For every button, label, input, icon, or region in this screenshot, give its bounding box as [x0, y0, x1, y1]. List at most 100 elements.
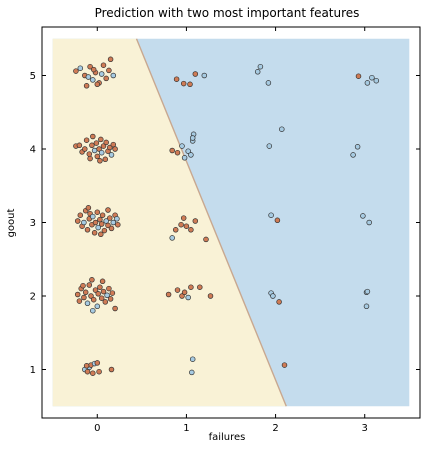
data-point-class-a: [112, 305, 118, 312]
data-point-class-b: [98, 149, 105, 156]
data-point-class-b: [279, 126, 285, 132]
data-point-class-b: [84, 300, 91, 307]
data-point-class-a: [188, 284, 194, 290]
x-axis-label: failures: [209, 432, 246, 443]
data-point-class-a: [80, 282, 86, 289]
decision-boundary-line: [135, 38, 287, 407]
data-point-class-a: [98, 221, 105, 227]
data-point-class-a: [98, 231, 104, 238]
data-point-class-a: [86, 282, 93, 288]
data-point-class-a: [74, 291, 81, 298]
data-point-class-b: [364, 288, 371, 295]
data-point-class-b: [189, 356, 196, 362]
data-point-class-a: [108, 366, 115, 373]
data-point-class-a: [98, 295, 105, 301]
data-point-class-b: [373, 77, 380, 84]
data-point-class-a: [74, 218, 81, 224]
data-point-class-a: [183, 223, 190, 229]
data-point-class-b: [91, 147, 98, 154]
data-point-class-a: [86, 151, 93, 157]
data-point-class-b: [95, 224, 101, 231]
data-point-class-a: [180, 215, 187, 221]
data-point-class-a: [92, 219, 99, 226]
data-point-class-b: [98, 71, 105, 77]
data-point-class-a: [106, 67, 112, 74]
data-point-class-a: [203, 236, 209, 243]
data-point-class-a: [96, 368, 102, 375]
data-point-class-b: [181, 155, 188, 161]
data-point-class-b: [354, 144, 361, 150]
data-point-class-a: [174, 149, 181, 156]
data-point-class-a: [100, 288, 107, 295]
data-point-class-a: [180, 80, 187, 87]
y-tick-label: 5: [30, 71, 36, 82]
data-point-class-a: [103, 139, 109, 146]
data-point-class-a: [97, 158, 103, 164]
region-class-a: [52, 38, 287, 407]
data-point-class-a: [96, 146, 102, 152]
data-point-class-b: [254, 69, 261, 75]
data-point-class-a: [100, 143, 107, 149]
data-point-class-a: [109, 290, 116, 296]
data-point-class-a: [81, 294, 87, 301]
data-point-class-a: [99, 212, 106, 218]
data-point-class-a: [82, 146, 88, 152]
data-point-class-a: [105, 207, 111, 213]
data-point-class-b: [185, 148, 191, 154]
data-point-class-b: [94, 303, 101, 310]
data-point-class-b: [350, 152, 356, 158]
data-point-class-b: [257, 63, 264, 70]
data-point-class-b: [114, 216, 120, 222]
data-point-class-a: [90, 296, 97, 303]
data-point-class-a: [197, 284, 203, 290]
data-point-class-a: [73, 68, 79, 74]
data-point-class-a: [181, 289, 188, 296]
y-tick-label: 3: [30, 218, 36, 229]
data-point-class-a: [107, 296, 114, 302]
data-point-class-a: [274, 217, 281, 224]
data-point-class-a: [106, 285, 112, 292]
data-point-class-a: [115, 221, 121, 228]
data-point-class-b: [169, 235, 175, 241]
data-point-class-a: [100, 62, 107, 68]
data-point-class-a: [83, 137, 90, 143]
data-point-class-a: [84, 227, 91, 233]
x-tick-label: 1: [183, 423, 189, 434]
data-point-class-a: [90, 66, 97, 73]
data-point-class-a: [207, 293, 214, 299]
data-point-class-b: [270, 293, 276, 299]
data-point-class-a: [82, 289, 89, 296]
data-point-class-a: [105, 222, 111, 229]
data-point-class-b: [265, 80, 272, 86]
data-point-class-a: [187, 81, 193, 88]
data-point-class-a: [94, 209, 101, 215]
data-point-class-b: [77, 65, 84, 71]
data-point-class-b: [85, 74, 92, 80]
data-point-class-a: [85, 205, 92, 211]
data-point-class-b: [90, 77, 96, 83]
data-point-class-b: [363, 303, 370, 310]
data-point-class-b: [266, 143, 273, 149]
data-point-class-b: [110, 219, 117, 226]
data-point-class-a: [102, 156, 109, 163]
data-point-class-a: [174, 287, 181, 293]
data-point-class-a: [94, 360, 101, 366]
data-point-class-a: [192, 71, 199, 77]
data-point-class-a: [90, 133, 96, 140]
data-point-class-b: [81, 219, 87, 226]
data-point-class-a: [88, 293, 94, 299]
data-point-class-a: [108, 225, 115, 232]
data-point-class-b: [360, 213, 366, 219]
data-point-class-a: [276, 299, 282, 305]
x-tick-label: 3: [362, 423, 368, 434]
data-point-class-a: [355, 73, 362, 79]
plot-area: [52, 38, 410, 407]
data-point-class-a: [179, 293, 185, 299]
data-point-class-a: [87, 155, 93, 162]
data-point-class-a: [92, 287, 99, 293]
data-point-class-a: [172, 227, 179, 233]
data-point-class-a: [103, 75, 109, 82]
data-point-class-a: [188, 227, 194, 233]
data-point-class-a: [77, 212, 84, 218]
data-point-class-a: [97, 284, 103, 290]
